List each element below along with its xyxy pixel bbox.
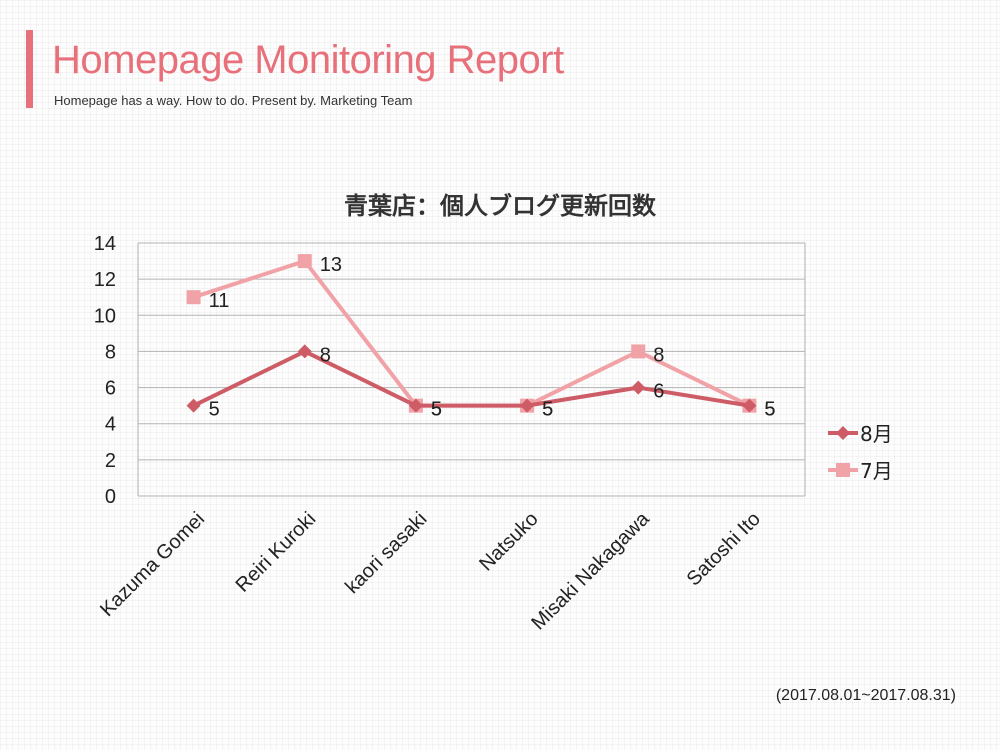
legend-label: 7月 — [860, 459, 893, 483]
y-tick-label: 6 — [105, 378, 116, 400]
legend-label: 8月 — [860, 422, 893, 446]
report-period: (2017.08.01~2017.08.31) — [775, 687, 956, 704]
series-line-aug — [192, 349, 750, 408]
x-tick-label: Kazuma Gomei — [96, 508, 209, 621]
data-point-diamond — [408, 398, 423, 413]
data-point-square — [631, 344, 646, 359]
data-label: 6 — [653, 381, 664, 403]
data-point-diamond — [742, 398, 757, 413]
data-point-diamond — [297, 344, 312, 359]
data-point-square — [297, 254, 312, 269]
data-label: 5 — [764, 399, 775, 421]
data-label: 5 — [431, 399, 442, 421]
y-tick-label: 4 — [105, 414, 116, 436]
data-label: 8 — [653, 344, 664, 366]
y-tick-label: 12 — [94, 269, 116, 291]
data-label: 5 — [209, 399, 220, 421]
data-label: 5 — [542, 399, 553, 421]
legend-marker-diamond — [836, 426, 850, 440]
x-tick-label: Misaki Nakagawa — [527, 507, 654, 634]
page-title: Homepage Monitoring Report — [52, 38, 564, 82]
chart-title: 青葉店：個人ブログ更新回数 — [344, 192, 656, 220]
x-tick-label: kaori sasaki — [341, 508, 431, 598]
x-tick-label: Satoshi Ito — [683, 508, 765, 590]
x-tick-label: Natsuko — [475, 508, 542, 575]
data-point-diamond — [186, 398, 201, 413]
page-subtitle: Homepage has a way. How to do. Present b… — [54, 93, 413, 108]
series-line-jul — [192, 259, 751, 408]
y-tick-label: 10 — [94, 305, 116, 327]
title-accent-bar — [26, 30, 33, 108]
legend-marker-square — [836, 463, 850, 477]
y-tick-label: 14 — [94, 233, 116, 255]
y-tick-label: 0 — [105, 486, 116, 508]
data-point-diamond — [520, 398, 535, 413]
data-label: 5 — [542, 399, 553, 421]
data-point-diamond — [631, 380, 646, 395]
x-tick-label: Reiri Kuroki — [232, 508, 321, 597]
y-tick-label: 2 — [105, 450, 116, 472]
data-label: 13 — [320, 254, 342, 276]
data-label: 5 — [431, 399, 442, 421]
data-label: 8 — [320, 344, 331, 366]
data-label: 11 — [209, 290, 230, 312]
data-label: 5 — [764, 399, 775, 421]
data-point-square — [186, 290, 201, 305]
y-tick-label: 8 — [105, 341, 116, 363]
